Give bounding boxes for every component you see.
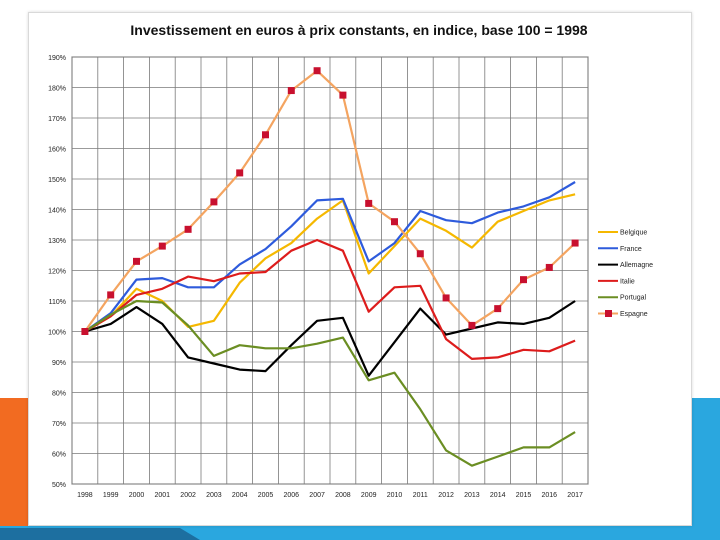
y-axis-ticks: 50% 60% 70% 80% 90% 100% 110% 120% 130% 140% 150% 1…: [48, 55, 66, 489]
legend-label-france: France: [620, 246, 642, 253]
x-tick-label: 2001: [155, 492, 171, 499]
y-tick-label: 160%: [48, 147, 66, 154]
x-tick-label: 2000: [129, 492, 145, 499]
x-tick-label: 2006: [284, 492, 300, 499]
x-tick-label: 2007: [309, 492, 325, 499]
chart-grid: [71, 56, 589, 485]
y-tick-label: 50%: [52, 482, 66, 489]
x-tick-label: 2009: [361, 492, 377, 499]
data-point-espagne: [468, 321, 476, 329]
chart-legend: Belgique France Allemagne Italie Portugal Esp…: [598, 230, 653, 318]
x-tick-label: 2005: [258, 492, 274, 499]
legend-label-espagne: Espagne: [620, 311, 648, 318]
data-point-espagne: [391, 218, 398, 226]
x-tick-label: 1999: [103, 492, 119, 499]
series-line-espagne: [84, 69, 576, 333]
chart-frame: [28, 12, 692, 526]
x-tick-label: 2016: [542, 492, 558, 499]
data-point-espagne: [545, 263, 553, 271]
y-tick-label: 110%: [49, 299, 66, 306]
data-point-espagne: [339, 91, 347, 99]
y-tick-label: 140%: [48, 208, 66, 215]
data-point-espagne: [365, 199, 373, 207]
data-point-espagne: [133, 257, 140, 265]
legend-label-allemagne: Allemagne: [620, 262, 653, 269]
legend-label-italie: Italie: [620, 278, 635, 285]
x-tick-label: 2011: [413, 492, 428, 499]
data-point-espagne: [416, 250, 424, 258]
x-tick-label: 2008: [335, 492, 351, 499]
x-tick-label: 2015: [516, 492, 532, 499]
data-point-espagne: [236, 169, 244, 177]
y-tick-label: 70%: [52, 421, 66, 428]
data-point-espagne: [158, 242, 166, 250]
data-point-espagne: [81, 328, 89, 335]
data-point-espagne: [494, 305, 502, 313]
x-tick-label: 2002: [180, 492, 196, 499]
y-tick-label: 170%: [48, 116, 66, 123]
legend-label-portugal: Portugal: [620, 295, 647, 302]
x-tick-label: 2004: [232, 492, 248, 499]
data-point-espagne: [442, 294, 450, 302]
data-point-espagne: [313, 67, 321, 75]
x-tick-label: 2012: [438, 492, 454, 499]
slide-accent-blue: [690, 398, 720, 540]
data-point-espagne: [262, 131, 269, 139]
legend-label-belgique: Belgique: [620, 230, 647, 237]
series-line-portugal: [84, 299, 576, 467]
x-tick-label: 2014: [490, 492, 506, 499]
data-point-espagne: [287, 87, 295, 95]
legend-marker-espagne: [605, 310, 612, 317]
x-tick-label: 1998: [77, 492, 93, 499]
y-tick-label: 100%: [48, 330, 66, 337]
data-point-espagne: [571, 239, 579, 247]
x-axis-ticks: 1998 1999 2000 2001 2002 2003 2004 2005 2006 2007…: [77, 492, 583, 499]
x-tick-label: 2017: [567, 492, 583, 499]
y-tick-label: 90%: [52, 360, 66, 367]
x-tick-label: 2010: [387, 492, 403, 499]
x-tick-label: 2003: [206, 492, 222, 499]
y-tick-label: 180%: [48, 86, 66, 93]
y-tick-label: 120%: [48, 269, 66, 276]
series-line-france: [84, 181, 576, 333]
data-point-espagne: [520, 276, 527, 284]
data-point-espagne: [184, 225, 192, 233]
y-tick-label: 80%: [52, 391, 66, 398]
series-line-allemagne: [84, 300, 576, 377]
y-tick-label: 130%: [48, 238, 66, 245]
chart-title: Investissement en euros à prix constants…: [130, 22, 588, 38]
data-point-espagne: [210, 198, 218, 206]
y-tick-label: 190%: [48, 55, 66, 62]
slide-accent-bottom-dark: [0, 528, 200, 540]
y-tick-label: 150%: [48, 177, 66, 184]
series-line-italie: [84, 238, 576, 360]
x-tick-label: 2013: [464, 492, 480, 499]
data-point-espagne: [107, 291, 115, 299]
y-tick-label: 60%: [52, 452, 66, 459]
chart-series: [81, 67, 579, 467]
slide-accent-orange: [0, 398, 28, 540]
